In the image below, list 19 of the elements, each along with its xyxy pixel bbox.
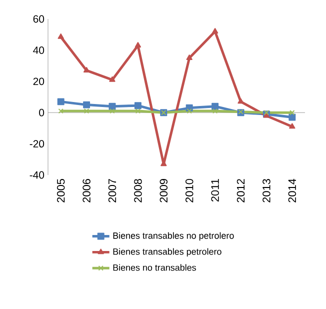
x-tick-label: 2013 [262, 179, 270, 202]
y-tick-label: -20 [30, 140, 44, 148]
y-tick-label: 0 [39, 108, 44, 116]
y-tick-label: 20 [33, 78, 44, 86]
x-tick-label: 2010 [185, 178, 194, 202]
x-tick-label: 2008 [134, 179, 142, 202]
x-tick-label: 2006 [82, 179, 90, 202]
y-tick-label: 40 [33, 46, 44, 54]
x-tick-label: 2009 [160, 179, 168, 202]
x-tick-label: 2005 [56, 179, 65, 202]
legend-label: Bienes no transables [113, 264, 196, 271]
y-tick-label: -40 [30, 171, 44, 179]
y-tick-label: 60 [33, 15, 44, 23]
x-tick-label: 2011 [211, 179, 219, 202]
legend-label: Bienes transables no petrolero [113, 232, 234, 241]
x-tick-label: 2007 [108, 179, 116, 202]
x-tick-label: 2012 [236, 179, 245, 202]
x-tick-label: 2014 [288, 178, 296, 202]
legend-label: Bienes transables petrolero [113, 248, 222, 257]
